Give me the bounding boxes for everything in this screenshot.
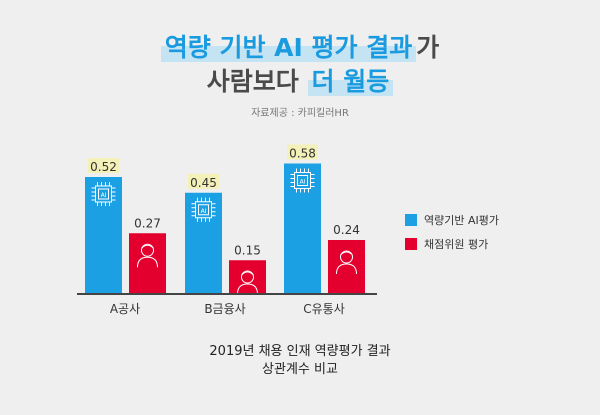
legend-label-ai: 역량기반 AI평가 bbox=[424, 214, 499, 227]
value-label: 0.24 bbox=[333, 223, 360, 237]
value-label: 0.15 bbox=[234, 243, 261, 257]
legend-swatch-ai bbox=[405, 214, 417, 226]
category-label: B금융사 bbox=[204, 302, 245, 316]
category-label: C유통사 bbox=[303, 302, 345, 316]
value-label-bg bbox=[287, 144, 318, 160]
person-icon bbox=[237, 270, 258, 295]
title-line-2: 사람보다 더 월등 bbox=[0, 62, 600, 98]
title-plain-2: 사람보다 bbox=[206, 67, 299, 96]
value-label: 0.27 bbox=[134, 216, 161, 230]
legend-swatch-human bbox=[405, 238, 417, 250]
svg-text:AI: AI bbox=[201, 208, 207, 215]
legend-item-ai: 역량기반 AI평가 bbox=[405, 212, 499, 228]
bar-human bbox=[328, 240, 365, 294]
person-icon bbox=[336, 250, 357, 275]
value-label: 0.45 bbox=[190, 176, 217, 190]
source-note: 자료제공 : 카피킬러HR bbox=[251, 108, 349, 119]
bar-ai bbox=[185, 192, 222, 294]
bar-human bbox=[129, 233, 166, 294]
title-line-1: 역량 기반 AI 평가 결과 가 bbox=[0, 28, 600, 64]
bar-ai bbox=[85, 177, 122, 294]
chart-title: 2019년 채용 인재 역량평가 결과 bbox=[209, 344, 391, 359]
value-label-bg bbox=[88, 158, 119, 173]
value-label-bg bbox=[188, 173, 219, 189]
value-label: 0.52 bbox=[90, 160, 117, 174]
title-highlight-2: 더 월등 bbox=[307, 67, 394, 96]
ai-chip-icon: AI bbox=[290, 168, 315, 193]
ai-chip-icon: AI bbox=[91, 182, 116, 206]
legend-item-human: 채점위원 평가 bbox=[405, 236, 488, 252]
ai-chip-icon: AI bbox=[191, 197, 216, 222]
bar-human bbox=[229, 260, 266, 294]
person-icon bbox=[137, 243, 158, 268]
svg-text:AI: AI bbox=[300, 179, 306, 186]
category-label: A공사 bbox=[110, 302, 140, 316]
title-highlight-1: 역량 기반 AI 평가 결과 bbox=[160, 33, 417, 62]
chart-subtitle: 상관계수 비교 bbox=[262, 362, 338, 377]
legend-label-human: 채점위원 평가 bbox=[424, 238, 489, 251]
svg-text:AI: AI bbox=[101, 192, 107, 199]
title-rest-1: 가 bbox=[416, 33, 440, 62]
value-label: 0.58 bbox=[289, 147, 316, 161]
